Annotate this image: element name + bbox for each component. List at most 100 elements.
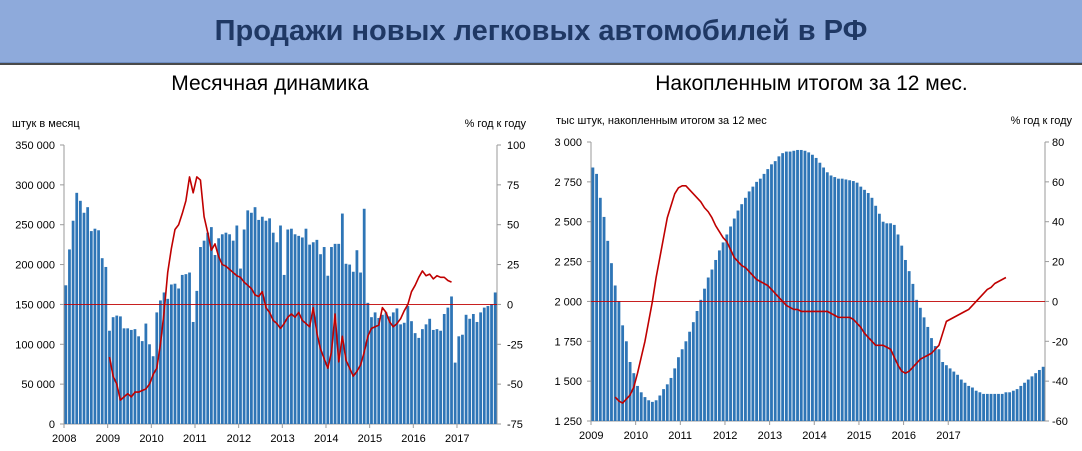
bar [286,229,290,424]
right-tick-label: -50 [507,379,523,391]
right-tick-label: 0 [507,299,513,311]
bar [290,228,293,424]
bar [751,186,755,421]
x-tick-label: 2016 [401,433,425,445]
bar [956,374,959,421]
bar [636,385,639,421]
bar [758,178,762,421]
bar [933,346,937,421]
bar [1011,390,1015,421]
right-tick-label: -40 [1052,376,1068,388]
yoy-change-line [108,176,452,401]
bar [351,271,355,424]
bar [591,167,595,421]
right-tick-label: 0 [1052,296,1058,308]
bar [166,298,170,424]
bar [606,240,610,421]
bar [669,377,673,421]
left-tick-label: 0 [49,419,55,431]
bar [169,284,173,424]
x-tick-label: 2014 [314,433,338,445]
bar [144,323,148,424]
bar [228,234,231,424]
bar [304,228,308,424]
bar [235,225,239,424]
bar [453,362,457,424]
bar [654,400,658,421]
bar [450,296,453,424]
right-tick-label: 75 [507,180,519,192]
bar [1038,369,1041,421]
bar [293,234,297,424]
bar [814,157,818,421]
bar [133,329,137,424]
bar [1034,373,1038,421]
bar [859,186,863,421]
bar [684,341,688,421]
bar [97,230,100,424]
x-tick-label: 2010 [139,433,163,445]
bar [598,197,602,421]
bar [922,317,926,421]
bar [971,387,974,421]
bar [461,334,464,424]
bar [837,178,840,421]
bar [952,371,956,421]
bar [231,240,235,424]
bar [993,393,997,421]
left-tick-label: 2 250 [554,257,582,269]
bar [71,220,75,424]
bar [151,356,155,424]
bar [691,322,695,421]
bar [613,285,617,421]
left-axis-unit-label: тыс штук, накопленным итогом за 12 мес [556,115,767,127]
bar [395,308,399,424]
bar [621,325,625,421]
bar [941,362,945,421]
left-axis-unit-label: штук в месяц [12,118,80,130]
bar [282,274,286,424]
bar [246,210,250,424]
bar [260,216,264,424]
left-tick-label: 300 000 [15,180,55,192]
right-tick-label: 50 [507,220,519,232]
bar [100,258,104,424]
bar [428,318,432,424]
bar [439,330,442,424]
bar [344,263,348,424]
bar [799,149,803,421]
left-tick-label: 50 000 [21,379,55,391]
bar [829,175,833,421]
left-tick-label: 200 000 [15,260,55,272]
bar [677,357,680,421]
bar [417,337,421,424]
bar [915,299,919,421]
bar [413,333,417,424]
bar [268,218,271,424]
bar [1026,379,1030,421]
bar [366,302,370,424]
bar [479,312,483,424]
x-tick-label: 2011 [183,433,207,445]
bar [435,329,439,424]
bar [610,263,613,421]
bar [64,285,68,424]
bar [703,288,706,421]
bar [126,328,130,424]
bar [111,317,115,424]
x-tick-label: 2011 [668,430,692,442]
bar [199,247,202,424]
bar [628,362,632,421]
bar [108,330,111,424]
bar [747,191,751,421]
x-tick-label: 2015 [847,430,871,442]
bar [177,288,180,424]
bar [86,207,90,424]
bar [844,179,848,421]
right-tick-label: 40 [1052,217,1064,229]
bar [162,292,166,424]
bar [1019,385,1023,421]
right-tick-label: -25 [507,339,523,351]
right-chart-title: Накопленным итогом за 12 мес. [655,72,968,95]
bar [985,393,989,421]
